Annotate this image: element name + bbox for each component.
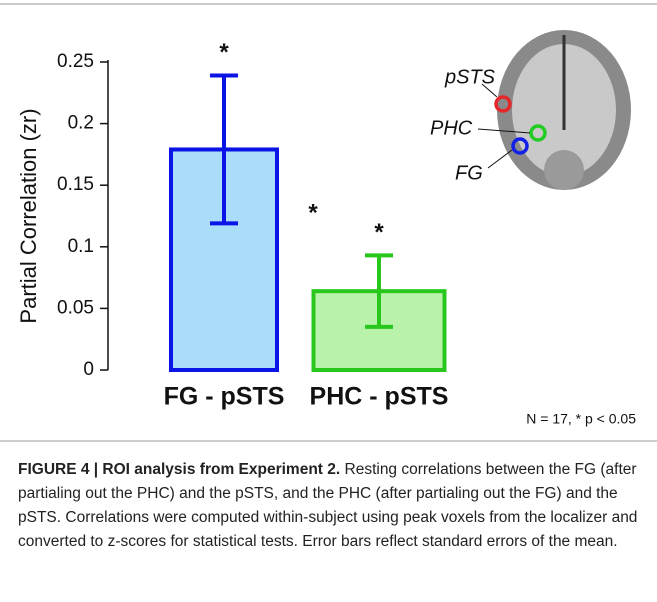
- inset-label: FG: [455, 162, 483, 184]
- page: {"chart_data": {"type": "bar", "y_label"…: [0, 0, 657, 602]
- y-tick-label: 0: [83, 359, 94, 380]
- pointer: [488, 150, 512, 168]
- y-tick-label: 0.05: [57, 297, 94, 318]
- caption-title: FIGURE 4 | ROI analysis from Experiment …: [18, 461, 340, 478]
- inset-label: PHC: [430, 117, 473, 139]
- x-tick-label: PHC - pSTS: [310, 383, 449, 411]
- y-tick-label: 0.15: [57, 174, 94, 195]
- caption: FIGURE 4 | ROI analysis from Experiment …: [18, 458, 648, 554]
- y-axis-label: Partial Correlation (zr): [16, 108, 41, 323]
- x-tick-label: FG - pSTS: [164, 383, 285, 411]
- chart: Partial Correlation (zr) N = 17, * p < 0…: [0, 0, 657, 450]
- significance-marker: *: [374, 219, 384, 246]
- y-tick-label: 0.1: [68, 236, 94, 257]
- brainstem: [544, 150, 584, 190]
- y-tick-label: 0.2: [68, 113, 94, 134]
- inset-label: pSTS: [444, 66, 496, 88]
- brain-inset: pSTS PHC FG: [430, 30, 631, 190]
- significance-marker: *: [219, 39, 229, 66]
- y-tick-label: 0.25: [57, 51, 94, 72]
- significance-marker: *: [308, 199, 318, 226]
- note: N = 17, * p < 0.05: [526, 411, 636, 427]
